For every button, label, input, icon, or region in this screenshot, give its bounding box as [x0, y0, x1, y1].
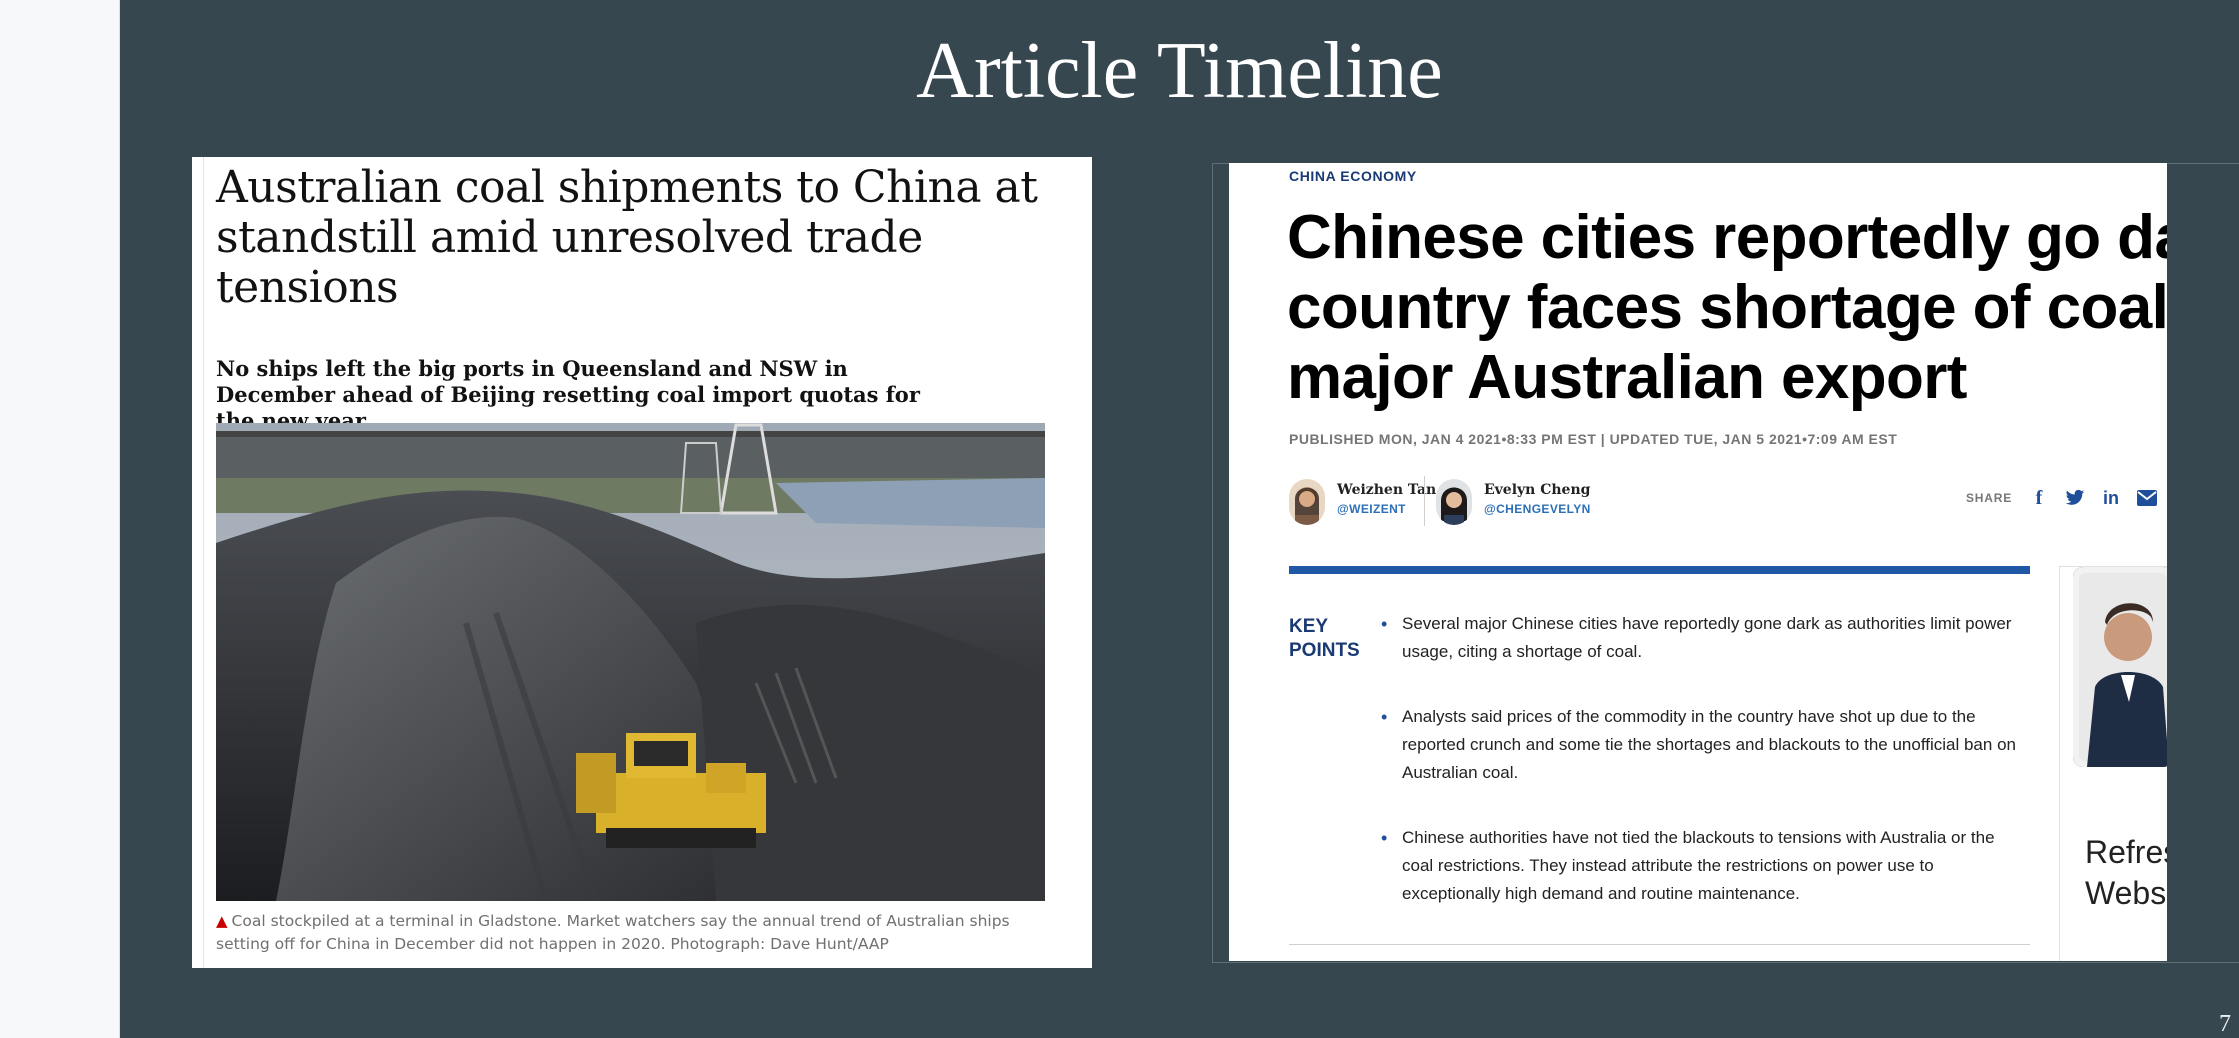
- headline-line-3: major Australian export: [1287, 343, 1967, 412]
- article-kicker[interactable]: CHINA ECONOMY: [1289, 168, 1417, 184]
- key-points-list: • Several major Chinese cities have repor…: [1381, 610, 2029, 945]
- article-standfirst: No ships left the big ports in Queenslan…: [216, 356, 920, 433]
- publish-date: PUBLISHED MON, JAN 4 2021•8:33 PM EST | …: [1289, 431, 1898, 447]
- side-advertisement[interactable]: Refres Websi: [2059, 566, 2167, 961]
- key-point: • Analysts said prices of the commodity i…: [1381, 703, 2029, 787]
- article-screenshot-guardian[interactable]: Australian coal shipments to China at st…: [192, 157, 1092, 968]
- bullet-icon: •: [1381, 707, 1388, 727]
- share-label: SHARE: [1966, 491, 2013, 505]
- presentation-slide[interactable]: Article Timeline Australian coal shipmen…: [120, 0, 2239, 1038]
- coal-stockpile-photo: [216, 423, 1045, 901]
- linkedin-icon[interactable]: in: [2103, 487, 2120, 508]
- author-name: Evelyn Cheng: [1484, 482, 1591, 498]
- photo-caption: ▲ Coal stockpiled at a terminal in Gladst…: [216, 910, 1046, 956]
- slide-title: Article Timeline: [916, 27, 1443, 115]
- ad-text-line-1: Refres: [2085, 834, 2167, 870]
- email-icon[interactable]: [2136, 487, 2158, 509]
- caption-text: Coal stockpiled at a terminal in Gladsto…: [216, 912, 1010, 953]
- ad-text: Refres Websi: [2085, 832, 2167, 914]
- share-bar: SHARE f in: [1966, 483, 2158, 513]
- key-points-divider: [1289, 566, 2030, 574]
- author-name: Weizhen Tan: [1337, 482, 1437, 498]
- caption-triangle-icon: ▲: [216, 912, 228, 930]
- article-left-edge: [192, 157, 204, 968]
- key-point: • Chinese authorities have not tied the b…: [1381, 824, 2029, 908]
- author-divider: [1424, 476, 1425, 526]
- bullet-icon: •: [1381, 614, 1388, 634]
- slide-thumbnail-panel: [0, 0, 120, 1038]
- key-points-label-line-2: POINTS: [1289, 640, 1360, 661]
- avatar: [1289, 479, 1325, 525]
- slide-page-number: 7: [2219, 1011, 2231, 1037]
- article-headline-right: Chinese cities reportedly go dark as cou…: [1287, 203, 2167, 413]
- section-divider: [1289, 944, 2030, 945]
- article-screenshot-cnbc[interactable]: CHINA ECONOMY Chinese cities reportedly …: [1229, 163, 2167, 961]
- ad-image: [2073, 567, 2167, 767]
- headline-line-1: Chinese cities reportedly go dark as: [1287, 203, 2167, 272]
- key-points-label: KEY POINTS: [1289, 615, 1360, 663]
- key-points-label-line-1: KEY: [1289, 616, 1329, 637]
- article-headline: Australian coal shipments to China at st…: [216, 162, 1038, 313]
- headline-line-2: country faces shortage of coal, a: [1287, 273, 2167, 342]
- twitter-icon[interactable]: [2064, 487, 2086, 509]
- ad-text-line-2: Websi: [2085, 875, 2167, 911]
- author-handle[interactable]: @WEIZENT: [1337, 502, 1406, 516]
- facebook-icon[interactable]: f: [2035, 486, 2043, 509]
- author-handle[interactable]: @CHENGEVELYN: [1484, 502, 1591, 516]
- avatar: [1436, 479, 1472, 525]
- bullet-icon: •: [1381, 828, 1388, 848]
- key-point: • Several major Chinese cities have repor…: [1381, 610, 2029, 666]
